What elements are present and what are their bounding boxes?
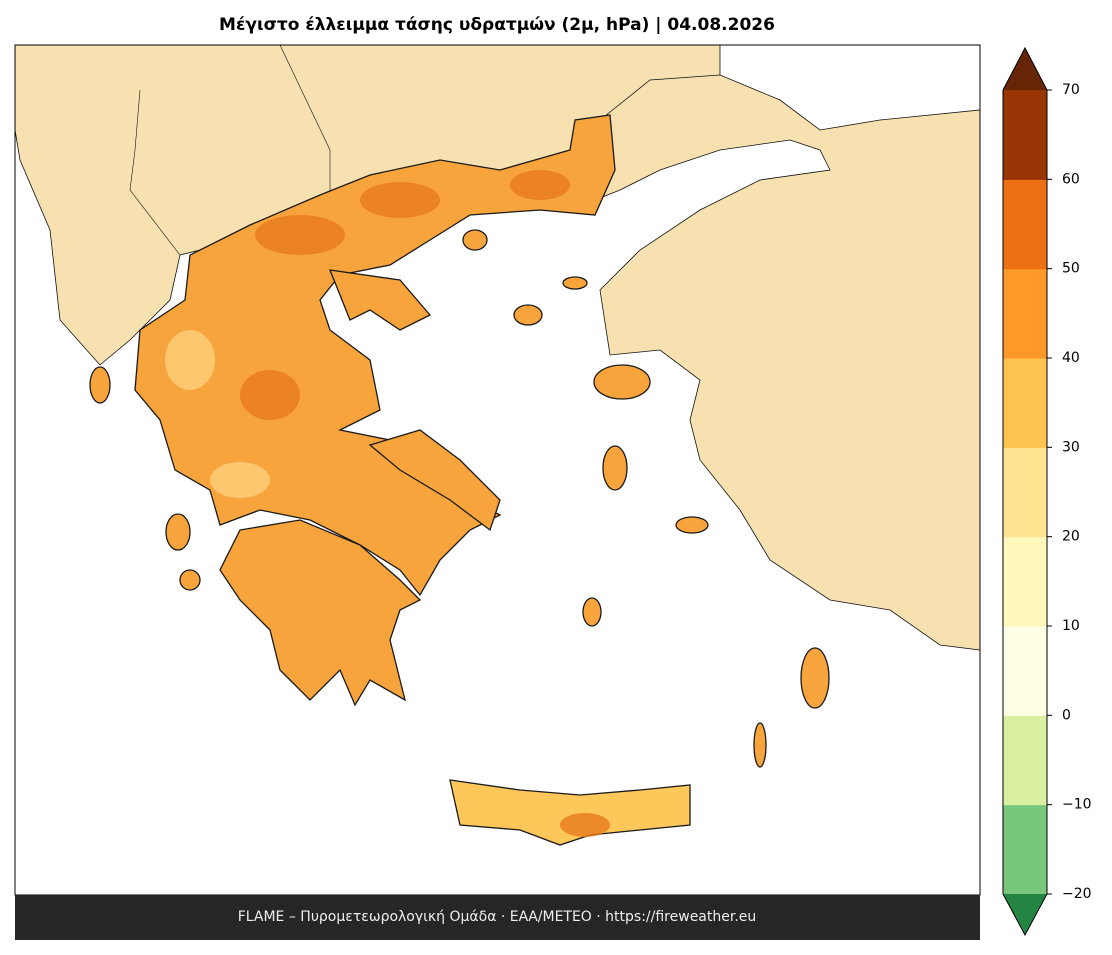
patch xyxy=(360,182,440,218)
samos xyxy=(675,516,709,534)
colorbar-tick-label: 30 xyxy=(1062,439,1080,455)
colorbar-tick-label: 0 xyxy=(1062,707,1071,723)
patch xyxy=(210,462,270,498)
colorbar-tick-label: 60 xyxy=(1062,171,1080,187)
karpathos xyxy=(753,722,767,768)
colorbar: −20 −10 0 10 20 30 40 50 60 70 xyxy=(1002,46,1092,937)
lesvos xyxy=(593,364,651,400)
turkey xyxy=(594,74,981,651)
map xyxy=(14,44,981,896)
colorbar-bin xyxy=(1003,804,1047,895)
naxos xyxy=(582,597,602,627)
colorbar-tick-label: 20 xyxy=(1062,529,1080,545)
colorbar-tick-label: 70 xyxy=(1062,82,1080,98)
colorbar-bin xyxy=(1003,179,1047,270)
map-title: Μέγιστο έλλειμμα τάσης υδρατμών (2μ, hPa… xyxy=(219,15,775,35)
rhodes xyxy=(800,647,830,709)
colorbar-over xyxy=(1003,48,1047,90)
colorbar-bin xyxy=(1003,715,1047,806)
colorbar-bin xyxy=(1003,536,1047,627)
limnos xyxy=(513,304,543,326)
colorbar-bin xyxy=(1003,90,1047,180)
kefalonia xyxy=(165,513,191,551)
zakynthos xyxy=(179,569,201,591)
patch xyxy=(165,330,215,390)
border xyxy=(129,89,181,256)
colorbar-bin xyxy=(1003,626,1047,716)
corfu xyxy=(89,366,111,404)
imbros xyxy=(562,276,588,290)
chalkidiki xyxy=(328,269,432,331)
peloponnese xyxy=(219,519,422,707)
colorbar-tick-label: 40 xyxy=(1062,350,1080,366)
crete xyxy=(449,779,691,846)
patch xyxy=(240,370,300,420)
colorbar-tick-label: −20 xyxy=(1062,886,1092,902)
colorbar-bin xyxy=(1003,447,1047,538)
chios xyxy=(602,445,628,491)
colorbar-under xyxy=(1003,894,1047,935)
colorbar-tick-label: 50 xyxy=(1062,261,1080,277)
footer: FLAME – Πυρομετεωρολογική Ομάδα · ΕΑΑ/ME… xyxy=(238,909,757,925)
colorbar-tick-label: −10 xyxy=(1062,797,1092,813)
euboea xyxy=(368,429,501,532)
colorbar-tick-label: 10 xyxy=(1062,618,1080,634)
colorbar-bin xyxy=(1003,268,1047,359)
thasos xyxy=(462,229,488,251)
colorbar-bin xyxy=(1003,358,1047,448)
patch xyxy=(255,215,345,255)
patch xyxy=(510,170,570,200)
footer-band xyxy=(15,895,980,940)
patch xyxy=(560,813,610,837)
